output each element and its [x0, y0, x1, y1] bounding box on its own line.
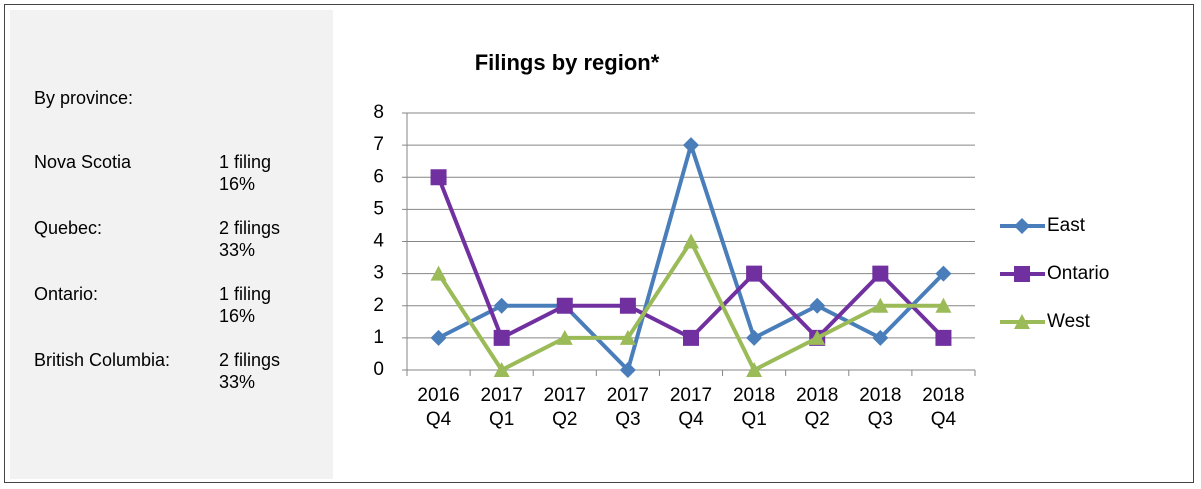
data-point [746, 362, 763, 377]
data-point [619, 362, 636, 378]
filing-count: 1 filing [219, 284, 272, 304]
data-point [872, 297, 889, 313]
data-point [619, 329, 636, 345]
x-tick-label: 2017 Q1 [480, 385, 523, 430]
data-point [872, 329, 889, 346]
y-tick-label: 6 [373, 166, 384, 187]
chart-title: Filings by region* [475, 50, 660, 75]
data-point [746, 329, 763, 346]
legend-marker [1014, 218, 1030, 234]
x-tick-label: 2018 Q1 [732, 385, 776, 430]
province-name: Nova Scotia [34, 152, 132, 172]
filing-count: 2 filings [219, 350, 281, 370]
legend-label: Ontario [1047, 263, 1109, 284]
legend-marker [1014, 314, 1030, 329]
y-tick-label: 4 [373, 231, 384, 252]
data-point [872, 265, 889, 282]
x-tick-label: 2017 Q4 [669, 385, 713, 430]
province-name: Quebec: [34, 218, 103, 238]
data-point [556, 297, 573, 314]
legend-label: East [1047, 215, 1086, 236]
province-name: British Columbia: [34, 350, 171, 370]
data-point [493, 297, 510, 314]
data-point [493, 362, 510, 377]
x-tick-label: 2018 Q3 [859, 385, 902, 430]
data-point [430, 329, 447, 346]
data-point [619, 297, 636, 314]
data-point [935, 329, 952, 346]
data-point [493, 329, 510, 346]
x-tick-label: 2018 Q2 [796, 385, 839, 430]
x-tick-label: 2016 Q4 [417, 385, 460, 430]
y-tick-label: 3 [373, 263, 384, 284]
filing-share: 33% [219, 372, 256, 392]
filing-count: 1 filing [219, 152, 272, 172]
data-point [935, 297, 952, 313]
sidebar [10, 10, 333, 479]
data-point [430, 265, 447, 281]
sidebar-heading: By province: [34, 88, 134, 108]
legend-marker [1014, 266, 1030, 282]
data-point [746, 265, 763, 282]
data-point [430, 169, 447, 186]
x-tick-label: 2018 Q4 [922, 385, 965, 430]
data-point [809, 329, 826, 345]
y-tick-label: 1 [373, 327, 384, 348]
data-point [809, 297, 826, 314]
y-tick-label: 7 [373, 134, 384, 155]
province-name: Ontario: [34, 284, 99, 304]
x-tick-label: 2017 Q2 [543, 385, 586, 430]
filing-share: 33% [219, 240, 256, 260]
y-tick-label: 8 [373, 102, 384, 123]
data-point [683, 137, 699, 154]
y-tick-label: 5 [373, 198, 384, 219]
filing-count: 2 filings [219, 218, 281, 238]
data-point [935, 265, 952, 282]
data-point [556, 329, 573, 345]
filing-share: 16% [219, 306, 256, 326]
y-tick-label: 0 [373, 359, 384, 380]
data-point [683, 233, 699, 249]
filing-share: 16% [219, 174, 256, 194]
x-tick-label: 2017 Q3 [606, 385, 650, 430]
y-tick-label: 2 [373, 295, 384, 316]
legend-label: West [1047, 311, 1091, 332]
data-point [683, 329, 699, 346]
frame [4, 4, 1194, 483]
